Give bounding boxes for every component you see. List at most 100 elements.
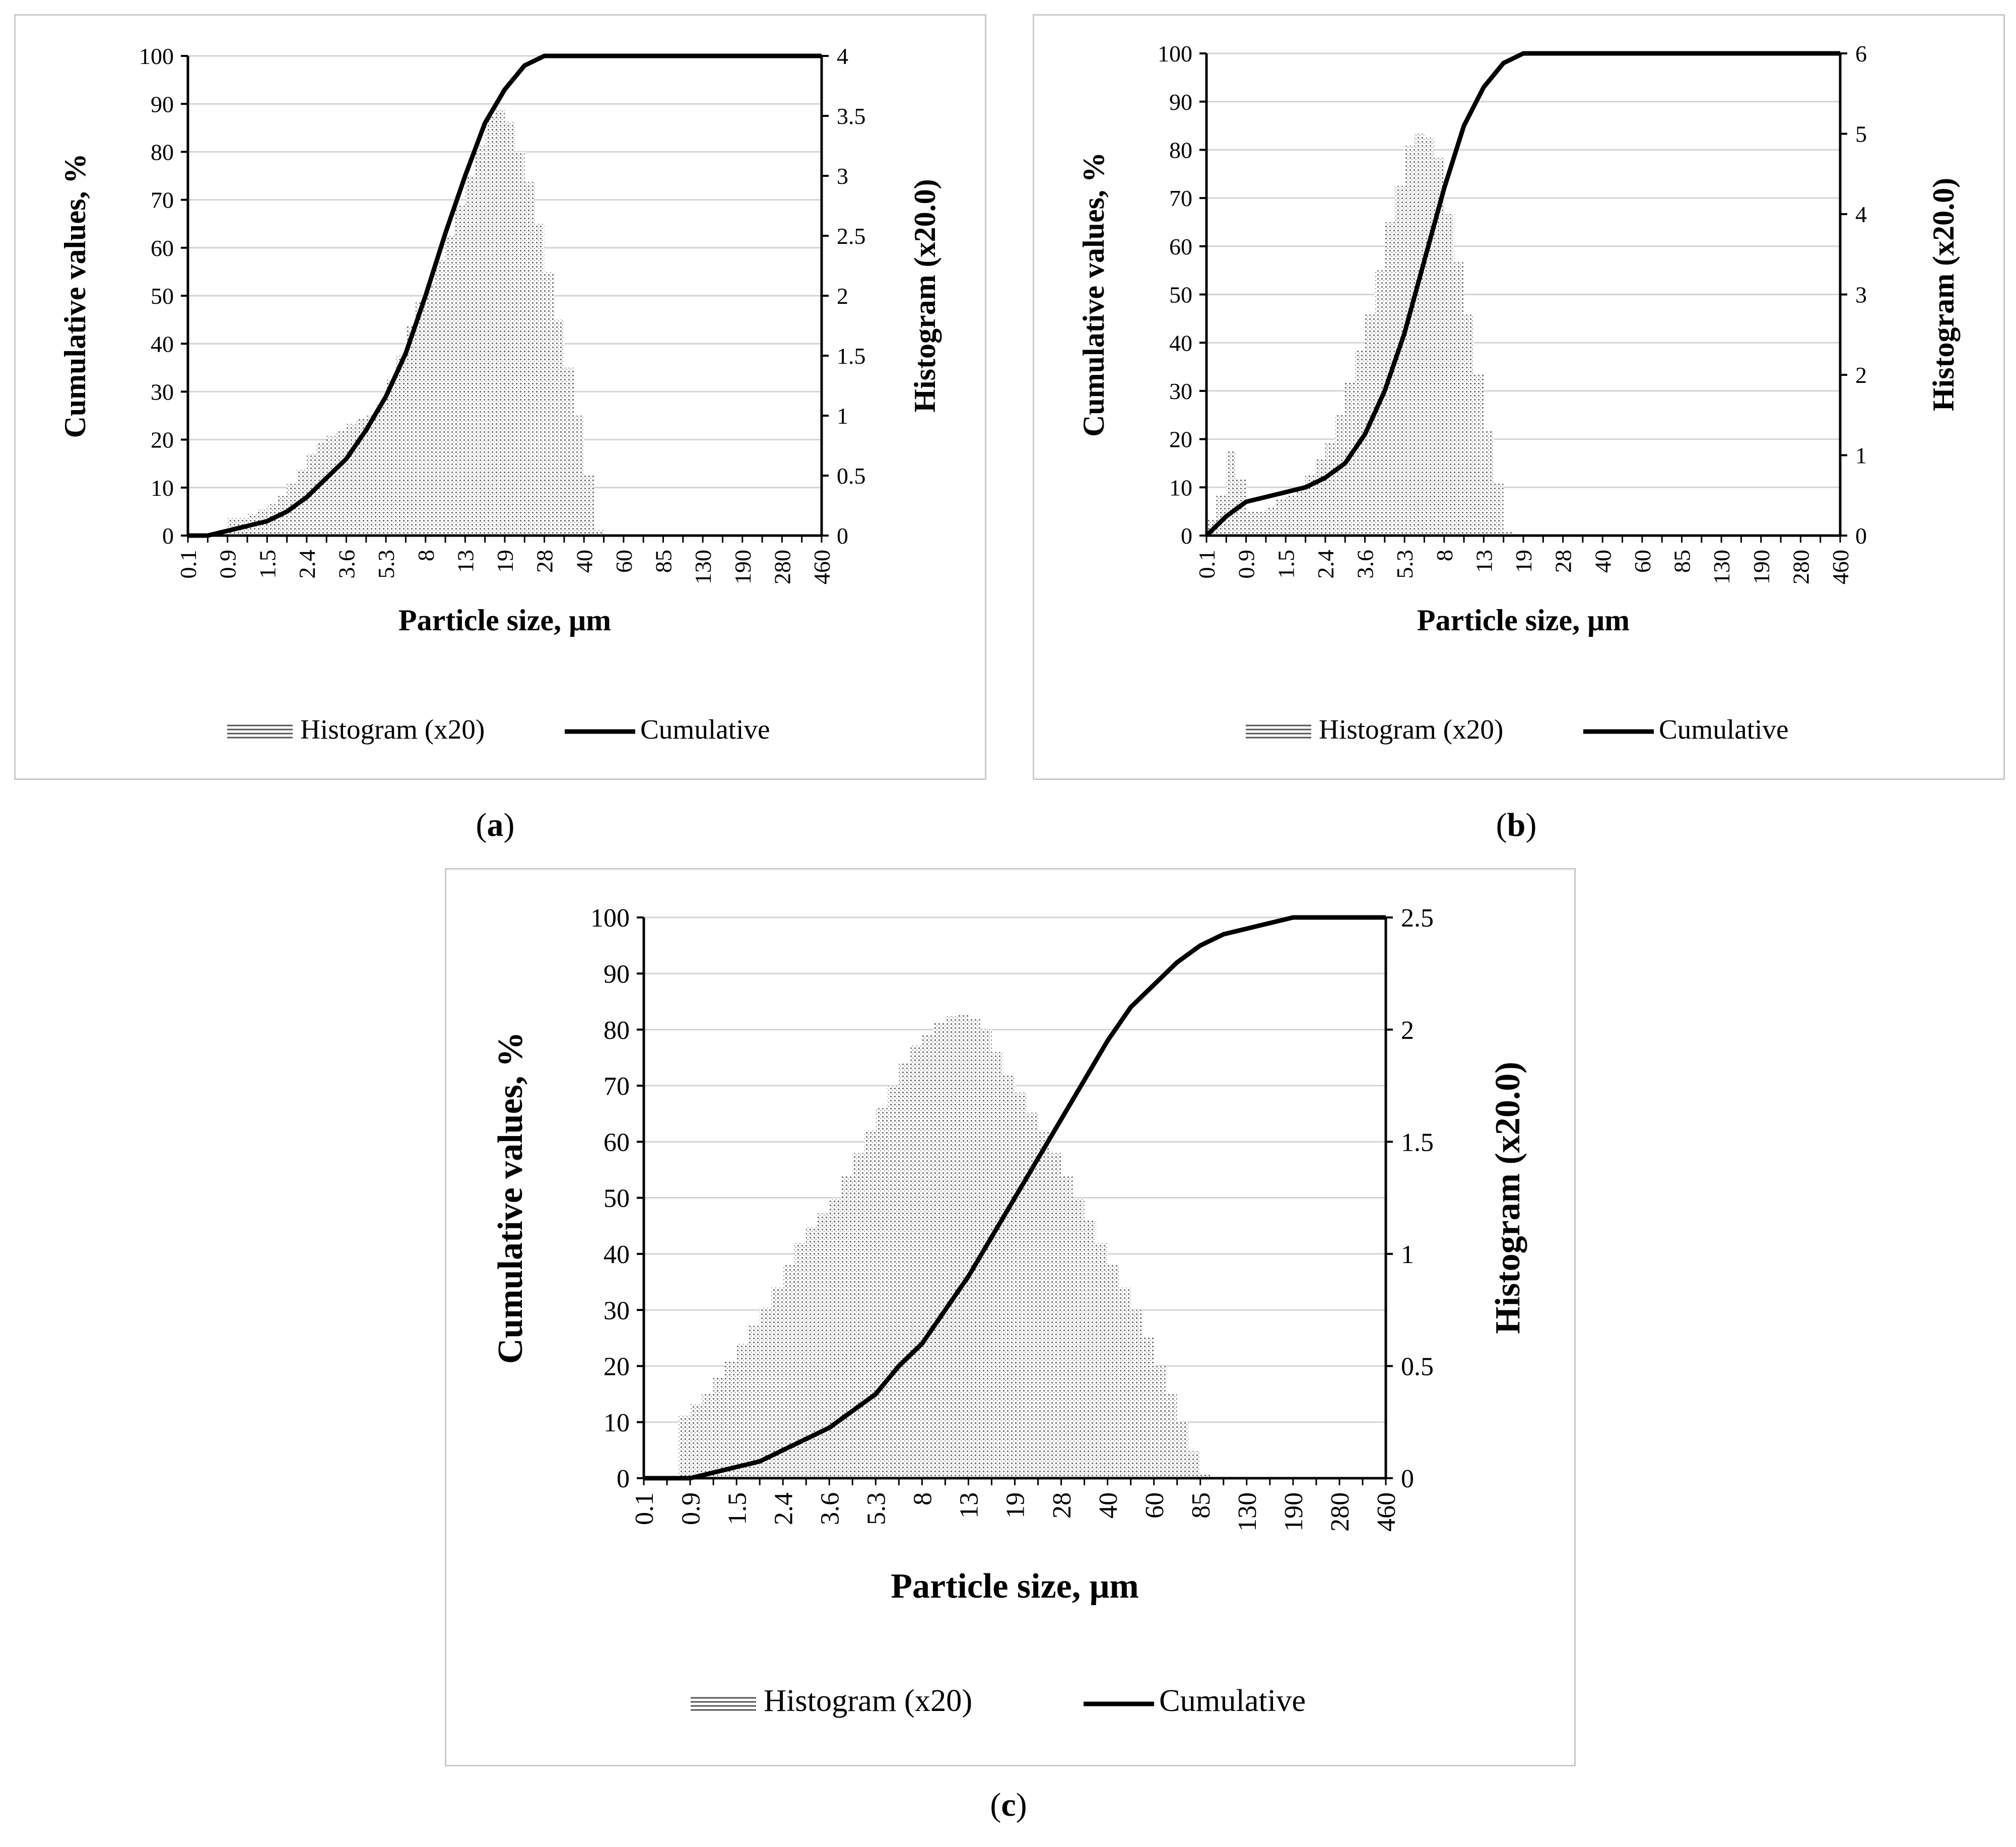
histogram-bar-b-30 <box>1503 532 1514 536</box>
histogram-bar-b-9 <box>1295 487 1306 536</box>
x-tick-label-c-14: 190 <box>1280 1492 1308 1532</box>
x-tick-label-b-13: 130 <box>1709 550 1734 584</box>
x-tick-label-b-6: 8 <box>1432 550 1457 561</box>
x-tick-label-a-11: 60 <box>611 550 637 573</box>
legend-cumulative-label-b: Cumulative <box>1659 714 1789 745</box>
histogram-bar-a-20 <box>386 379 396 536</box>
x-tick-label-b-3: 2.4 <box>1313 550 1338 579</box>
x-tick-label-b-16: 460 <box>1828 550 1853 584</box>
y2-axis-label-c: Histogram (x20.0) <box>1489 1062 1527 1334</box>
histogram-bar-a-36 <box>544 272 555 536</box>
histogram-bar-b-23 <box>1434 158 1444 536</box>
y2-tick-label-b-6: 6 <box>1855 41 1867 67</box>
caption-a: (a) <box>476 807 515 843</box>
histogram-bar-c-41 <box>1119 1287 1131 1478</box>
chart-svg-b: 0 10 20 30 40 50 60 70 80 90 100 0 1 2 3 4 5 6 0.1 0.9 1.5 2.… <box>1077 41 1960 745</box>
x-tick-label-a-8: 19 <box>492 550 518 573</box>
legend-histogram-label-a: Histogram (x20) <box>300 714 485 745</box>
histogram-bar-c-17 <box>841 1175 853 1478</box>
histogram-bar-c-25 <box>933 1023 946 1478</box>
chart-panel-b: 0 10 20 30 40 50 60 70 80 90 100 0 1 2 3 4 5 6 0.1 0.9 1.5 2.… <box>1033 14 2005 780</box>
histogram-bar-b-10 <box>1305 475 1316 536</box>
x-tick-label-a-4: 3.6 <box>334 550 360 579</box>
caption-b-letter: b <box>1507 807 1526 843</box>
histogram-bar-a-31 <box>495 110 505 536</box>
y2-tick-label-a-7: 3.5 <box>837 103 866 129</box>
histogram-bar-a-13 <box>316 442 327 536</box>
y-tick-label-c-9: 90 <box>603 960 630 989</box>
histogram-bar-c-12 <box>783 1265 795 1478</box>
caption-c: (c) <box>990 1787 1027 1823</box>
histogram-bar-a-32 <box>505 121 515 536</box>
y2-tick-label-c-5: 2.5 <box>1401 904 1434 933</box>
chart-panel-a: 0 10 20 30 40 50 60 70 80 90 100 0 0.5 1 1.5 2 2.5 3 3.5 4 0… <box>14 14 986 780</box>
histogram-bar-b-27 <box>1473 375 1484 536</box>
x-tick-label-a-5: 5.3 <box>373 550 399 579</box>
y-tick-label-a-9: 90 <box>151 91 174 117</box>
histogram-bar-a-33 <box>514 152 525 536</box>
x-tick-label-c-2: 1.5 <box>723 1492 752 1525</box>
histogram-bar-c-24 <box>922 1034 934 1478</box>
x-tick-label-a-2: 1.5 <box>254 550 280 579</box>
y-tick-label-b-3: 30 <box>1169 378 1192 404</box>
x-tick-label-b-12: 85 <box>1669 550 1695 573</box>
histogram-bar-c-36 <box>1061 1175 1073 1478</box>
histogram-bar-b-2 <box>1226 451 1236 536</box>
x-tick-label-b-5: 5.3 <box>1392 550 1418 579</box>
y-tick-label-a-2: 20 <box>151 427 174 453</box>
y-tick-label-b-6: 60 <box>1169 234 1192 259</box>
y2-tick-label-a-4: 2 <box>837 283 848 309</box>
histogram-bar-c-4 <box>690 1404 702 1478</box>
histogram-bar-c-15 <box>818 1213 830 1478</box>
x-axis-label-a: Particle size, μm <box>398 604 611 637</box>
x-tick-label-a-0: 0.1 <box>175 550 201 579</box>
histogram-bar-a-37 <box>554 319 564 536</box>
x-tick-label-a-14: 190 <box>730 550 756 584</box>
histogram-bar-a-23 <box>416 301 426 536</box>
histogram-bar-c-6 <box>713 1377 725 1478</box>
histogram-bar-c-3 <box>679 1415 691 1478</box>
chart-panel-c: 0 10 20 30 40 50 60 70 80 90 100 0 0.5 1 1.5 2 2.5 0.1 0.9… <box>445 868 1576 1766</box>
x-tick-label-a-15: 280 <box>769 550 795 584</box>
x-tick-label-c-15: 280 <box>1326 1492 1355 1532</box>
y-tick-label-b-9: 90 <box>1169 89 1192 115</box>
y2-tick-label-a-8: 4 <box>837 43 848 69</box>
y-tick-label-b-1: 10 <box>1169 475 1192 500</box>
histogram-bar-b-6 <box>1265 507 1276 536</box>
legend-histogram-label-c: Histogram (x20) <box>764 1683 972 1718</box>
histogram-bar-a-35 <box>534 224 545 536</box>
histogram-bar-b-25 <box>1454 262 1464 536</box>
histogram-bar-c-31 <box>1003 1074 1015 1478</box>
x-tick-label-c-16: 460 <box>1372 1492 1401 1532</box>
y-axis-label-a: Cumulative values, % <box>58 153 92 438</box>
cumulative-line-a <box>188 53 822 538</box>
x-axis-label-c: Particle size, μm <box>891 1567 1139 1606</box>
histogram-bar-c-16 <box>829 1198 841 1478</box>
chart-svg-a: 010203040506070809010000.511.522.533.540… <box>58 43 942 745</box>
histogram-bar-a-28 <box>465 176 476 536</box>
x-tick-label-c-3: 2.4 <box>769 1492 798 1525</box>
y-tick-label-b-0: 0 <box>1181 523 1192 549</box>
x-tick-label-b-9: 28 <box>1551 550 1576 573</box>
histogram-bar-c-40 <box>1107 1265 1119 1478</box>
y-axis-label-c: Cumulative values, % <box>491 1032 530 1364</box>
caption-a-letter: a <box>487 807 504 843</box>
y2-tick-label-a-6: 3 <box>837 163 848 189</box>
histogram-bar-b-7 <box>1275 499 1286 536</box>
y-tick-label-a-5: 50 <box>151 283 174 309</box>
histogram-bar-b-19 <box>1394 186 1405 536</box>
histogram-bar-c-5 <box>702 1393 714 1478</box>
y2-tick-label-c-3: 1.5 <box>1401 1128 1434 1157</box>
x-tick-label-c-12: 85 <box>1187 1492 1216 1519</box>
y-tick-label-a-6: 60 <box>151 235 174 261</box>
y2-tick-label-c-0: 0 <box>1401 1465 1414 1493</box>
y-tick-label-a-8: 80 <box>151 140 174 165</box>
x-tick-label-a-9: 28 <box>532 550 558 573</box>
histogram-bar-c-38 <box>1084 1220 1096 1478</box>
histogram-bar-a-18 <box>366 416 376 536</box>
y-tick-label-c-5: 50 <box>603 1184 630 1213</box>
x-tick-label-a-1: 0.9 <box>215 550 241 579</box>
histogram-bar-b-8 <box>1286 495 1296 536</box>
histogram-bar-c-9 <box>748 1326 760 1478</box>
x-tick-label-b-4: 3.6 <box>1353 550 1378 579</box>
